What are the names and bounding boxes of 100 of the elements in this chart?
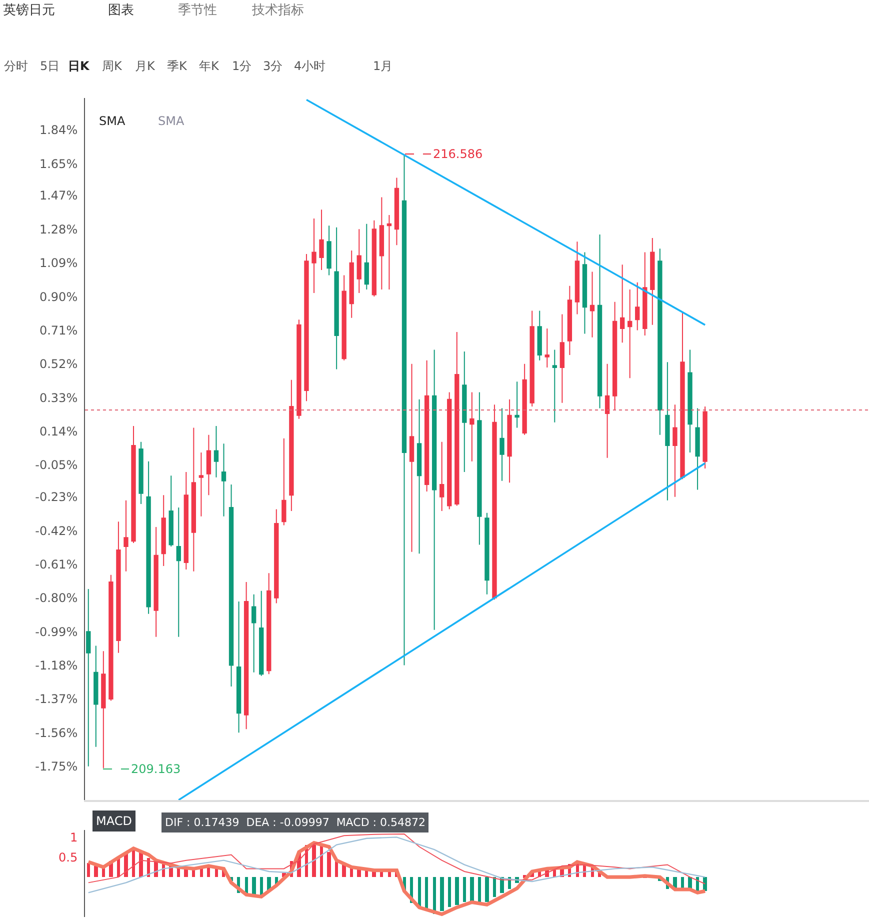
y-tick-label: -0.61%: [35, 557, 78, 572]
text: 1月: [373, 59, 393, 73]
text: 日K: [68, 59, 90, 73]
text: MACD: [96, 814, 132, 828]
y-tick-label: 0.33%: [39, 390, 78, 405]
candlestick: [409, 363, 414, 552]
candlestick: [274, 508, 279, 604]
candlestick: [620, 264, 625, 344]
candlestick: [168, 475, 174, 547]
candlestick: [672, 404, 678, 498]
candlestick: [454, 332, 460, 506]
candlestick: [500, 408, 504, 482]
text: 图表: [108, 3, 134, 18]
candlestick: [470, 392, 474, 462]
bar: [448, 877, 451, 907]
y-tick-label: 1.65%: [39, 156, 78, 171]
bar: [177, 868, 180, 877]
bar: [485, 877, 489, 902]
bar: [493, 877, 496, 897]
y-tick-label: 0.52%: [39, 357, 78, 372]
candlestick: [198, 452, 204, 517]
y-tick-label: 1.47%: [39, 188, 78, 203]
candlestick: [124, 500, 128, 572]
candlestick: [484, 512, 490, 595]
text: 季节性: [178, 3, 217, 18]
candlestick: [402, 154, 407, 666]
candlestick: [236, 600, 242, 734]
candlestick: [612, 301, 618, 410]
text: 季K: [167, 59, 188, 73]
candlestick: [628, 288, 632, 379]
candlestick: [702, 406, 708, 469]
y-tick-label: 1: [70, 830, 78, 844]
bar: [440, 877, 444, 911]
candlestick: [244, 581, 249, 730]
candlestick: [658, 248, 662, 436]
candlestick: [138, 441, 144, 504]
annotation: SMA: [99, 114, 126, 128]
candlestick: [650, 238, 655, 326]
text: DIF : 0.17439 DEA : -0.09997 MACD : 0.54872: [165, 816, 426, 829]
candlestick: [86, 588, 91, 767]
text: 英镑日元: [3, 3, 55, 18]
annotation: 209.163: [131, 762, 181, 776]
candlestick: [221, 443, 226, 517]
annotation: SMA: [158, 114, 185, 128]
candlestick: [349, 250, 354, 318]
y-tick-label: -0.05%: [35, 458, 78, 472]
bar: [463, 877, 466, 902]
candlestick: [319, 209, 324, 270]
line-series: [86, 840, 707, 916]
candlestick: [507, 398, 512, 484]
y-tick-label: 0.90%: [39, 290, 78, 304]
text: 周K: [102, 59, 123, 73]
candlestick: [590, 271, 595, 338]
candlestick: [176, 507, 181, 638]
candlestick: [259, 590, 264, 676]
text: 3分: [263, 59, 283, 73]
candlestick: [424, 360, 430, 492]
candlestick: [146, 460, 151, 614]
text: 技术指标: [251, 3, 304, 18]
candlestick: [462, 351, 467, 473]
y-tick-label: 1.09%: [39, 256, 78, 270]
y-tick-label: 0.71%: [39, 323, 78, 338]
candlestick: [131, 425, 136, 544]
candlestick: [394, 177, 400, 246]
candlestick: [184, 472, 188, 570]
candlestick: [530, 310, 534, 407]
candlestick: [567, 285, 572, 356]
bar: [87, 863, 90, 877]
bar: [327, 852, 331, 877]
candlestick: [214, 425, 219, 478]
candlestick: [582, 252, 588, 334]
candlestick: [514, 381, 520, 428]
candlestick: [116, 521, 121, 654]
y-tick-label: -1.37%: [35, 692, 78, 706]
candlestick: [282, 438, 286, 526]
y-tick-label: -0.80%: [35, 591, 78, 606]
y-tick-label: -1.75%: [35, 760, 78, 774]
candlestick: [688, 349, 692, 454]
annotation: 216.586: [433, 147, 483, 161]
candlestick: [108, 574, 114, 702]
text: 分时: [4, 59, 28, 73]
candlestick: [304, 254, 309, 402]
candlestick: [635, 282, 640, 331]
text: 4小时: [294, 59, 326, 73]
bar: [433, 877, 436, 914]
candlestick: [154, 526, 158, 638]
bar: [470, 877, 474, 903]
candlestick: [522, 363, 527, 436]
y-tick-label: -0.99%: [35, 624, 78, 639]
y-tick-label: -1.18%: [35, 658, 78, 672]
candlestick: [642, 252, 648, 336]
candlestick: [101, 650, 106, 769]
candlestick: [206, 434, 212, 496]
y-tick-label: 0.5: [58, 850, 78, 864]
bar: [418, 877, 421, 907]
y-tick-label: 1.84%: [39, 123, 78, 138]
y-tick-label: -1.56%: [35, 726, 78, 740]
candlestick: [544, 328, 550, 368]
y-tick-label: 1.28%: [39, 222, 78, 236]
candlestick: [334, 226, 339, 370]
